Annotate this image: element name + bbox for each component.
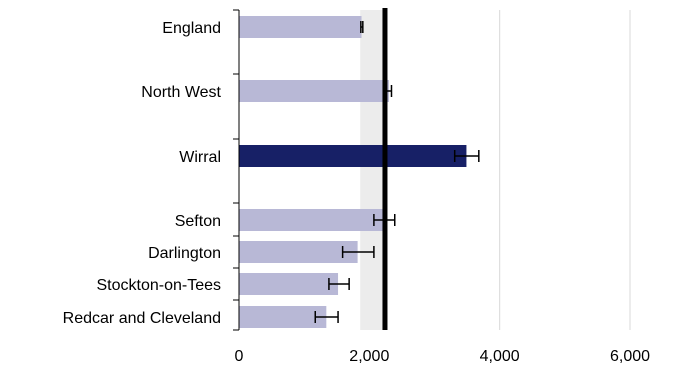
x-tick-labels: 0 2,000 4,000 6,000 <box>235 348 651 365</box>
y-axis <box>233 9 240 331</box>
category-labels: England North West Wirral Sefton Darlington S… <box>63 20 222 327</box>
error-bar-redcar-and-cleveland <box>314 311 339 323</box>
bars <box>239 16 467 328</box>
category-label-england: England <box>162 20 221 37</box>
bar-wirral <box>239 145 467 167</box>
reference-band-layer <box>360 10 385 330</box>
bar-sefton <box>239 209 385 231</box>
category-label-redcar-and-cleveland: Redcar and Cleveland <box>63 310 221 327</box>
bar-north-west <box>239 80 389 102</box>
bar-redcar-and-cleveland <box>239 306 327 328</box>
error-bar-darlington <box>341 246 375 258</box>
x-tick-label-0: 0 <box>235 348 244 365</box>
error-bar-england <box>360 21 364 33</box>
bar-england <box>239 16 362 38</box>
x-tick-label-1: 2,000 <box>349 348 389 365</box>
category-label-stockton-on-tees: Stockton-on-Tees <box>96 277 221 294</box>
category-label-wirral: Wirral <box>179 149 221 166</box>
x-tick-label-2: 4,000 <box>480 348 520 365</box>
x-tick-label-3: 6,000 <box>610 348 650 365</box>
bar-darlington <box>239 241 358 263</box>
error-bar-stockton-on-tees <box>328 278 350 290</box>
gridlines <box>368 10 631 330</box>
category-label-sefton: Sefton <box>175 213 221 230</box>
category-label-north-west: North West <box>141 84 221 101</box>
reference-band <box>360 10 385 330</box>
error-bars <box>314 21 480 323</box>
category-label-darlington: Darlington <box>148 245 221 262</box>
error-bar-wirral <box>453 150 480 162</box>
bar-stockton-on-tees <box>239 273 339 295</box>
